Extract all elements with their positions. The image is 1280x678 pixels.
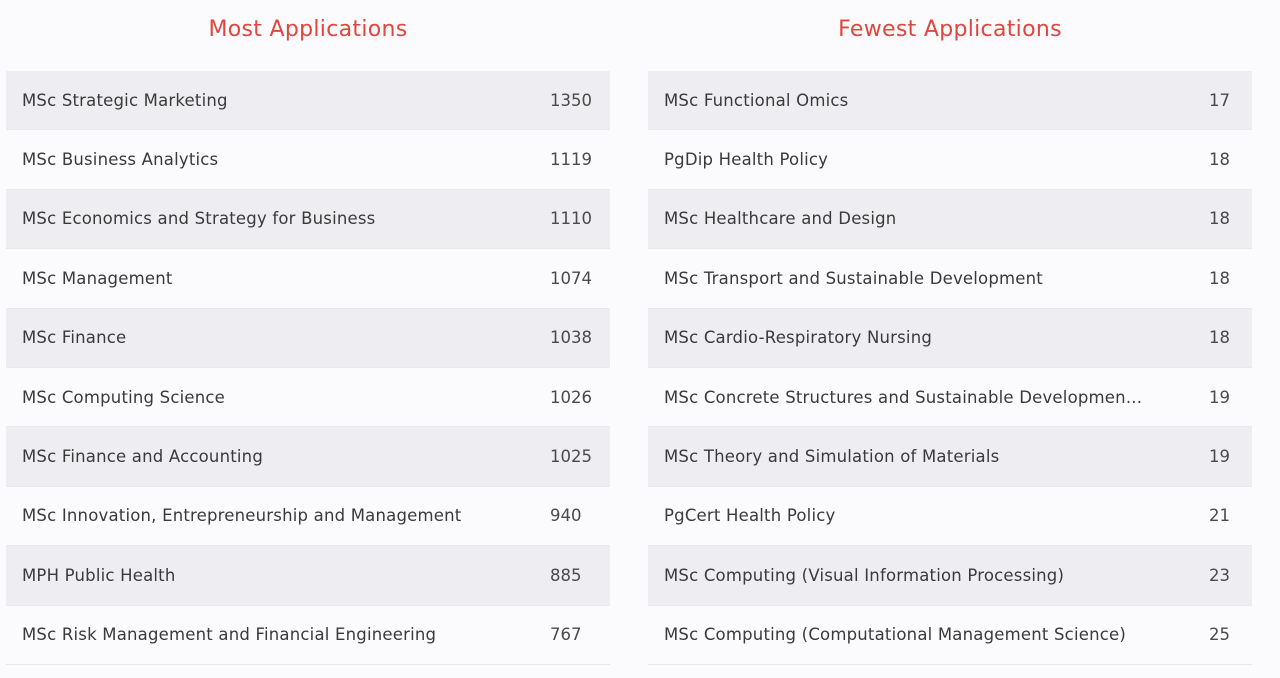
table-row: MSc Economics and Strategy for Business 1… (6, 189, 610, 250)
table-row: MSc Functional Omics 17 (648, 71, 1252, 131)
table-row: MSc Strategic Marketing 1350 (6, 71, 610, 131)
program-name: MSc Theory and Simulation of Materials (664, 447, 1000, 467)
application-count: 19 (1209, 447, 1230, 467)
application-count: 21 (1209, 506, 1230, 526)
program-name: MSc Strategic Marketing (22, 90, 228, 110)
table-row: MPH Public Health 885 (6, 546, 610, 606)
program-name: MSc Healthcare and Design (664, 209, 897, 229)
application-count: 23 (1209, 565, 1230, 585)
application-count: 1025 (550, 447, 592, 467)
table-row: MSc Computing Science 1026 (6, 368, 610, 428)
table-row: MSc Transport and Sustainable Developmen… (648, 249, 1252, 309)
most-applications-title: Most Applications (208, 17, 408, 42)
table-row: MSc Innovation, Entrepreneurship and Man… (6, 487, 610, 547)
application-count: 767 (550, 625, 582, 645)
most-applications-table: MSc Strategic Marketing 1350 MSc Business… (6, 71, 610, 665)
program-name: MSc Cardio-Respiratory Nursing (664, 328, 933, 348)
program-name: MSc Business Analytics (22, 150, 219, 170)
program-name: MSc Innovation, Entrepreneurship and Man… (22, 506, 462, 526)
program-name: PgCert Health Policy (664, 506, 836, 526)
program-name: MSc Economics and Strategy for Business (22, 209, 376, 229)
table-row: MSc Healthcare and Design 18 (648, 189, 1252, 250)
table-row: MSc Finance 1038 (6, 308, 610, 368)
application-count: 885 (550, 565, 582, 585)
application-count: 940 (550, 506, 582, 526)
table-row: PgCert Health Policy 21 (648, 487, 1252, 547)
most-applications-panel: Most Applications MSc Strategic Marketin… (6, 0, 610, 665)
program-name: MSc Risk Management and Financial Engine… (22, 625, 437, 645)
table-row: MSc Management 1074 (6, 249, 610, 309)
program-name: MSc Finance (22, 328, 127, 348)
application-count: 17 (1209, 90, 1230, 110)
table-row: MSc Computing (Visual Information Proces… (648, 546, 1252, 606)
program-name: MSc Concrete Structures and Sustainable … (664, 387, 1143, 407)
application-count: 1350 (550, 90, 592, 110)
table-row: MSc Concrete Structures and Sustainable … (648, 368, 1252, 428)
application-count: 1119 (550, 150, 592, 170)
program-name: MSc Finance and Accounting (22, 447, 264, 467)
program-name: MSc Transport and Sustainable Developmen… (664, 268, 1043, 288)
table-row: MSc Finance and Accounting 1025 (6, 427, 610, 487)
program-name: MSc Computing Science (22, 387, 226, 407)
program-name: MSc Functional Omics (664, 90, 849, 110)
application-count: 1038 (550, 328, 592, 348)
fewest-applications-panel: Fewest Applications MSc Functional Omics… (648, 0, 1252, 665)
application-count: 1110 (550, 209, 592, 229)
program-name: MPH Public Health (22, 565, 176, 585)
application-count: 18 (1209, 150, 1230, 170)
fewest-applications-table: MSc Functional Omics 17 PgDip Health Poli… (648, 71, 1252, 665)
table-row: MSc Cardio-Respiratory Nursing 18 (648, 308, 1252, 368)
fewest-applications-title: Fewest Applications (838, 17, 1062, 42)
program-name: PgDip Health Policy (664, 150, 829, 170)
application-count: 25 (1209, 625, 1230, 645)
application-count: 1074 (550, 268, 592, 288)
table-row: MSc Business Analytics 1119 (6, 130, 610, 190)
application-count: 18 (1209, 209, 1230, 229)
program-name: MSc Management (22, 268, 173, 288)
table-row: MSc Computing (Computational Management … (648, 606, 1252, 665)
application-count: 1026 (550, 387, 592, 407)
table-row: MSc Risk Management and Financial Engine… (6, 606, 610, 665)
application-count: 18 (1209, 268, 1230, 288)
application-count: 19 (1209, 387, 1230, 407)
program-name: MSc Computing (Computational Management … (664, 625, 1126, 645)
table-row: MSc Theory and Simulation of Materials 19 (648, 427, 1252, 487)
program-name: MSc Computing (Visual Information Proces… (664, 565, 1065, 585)
application-count: 18 (1209, 328, 1230, 348)
table-row: PgDip Health Policy 18 (648, 130, 1252, 190)
